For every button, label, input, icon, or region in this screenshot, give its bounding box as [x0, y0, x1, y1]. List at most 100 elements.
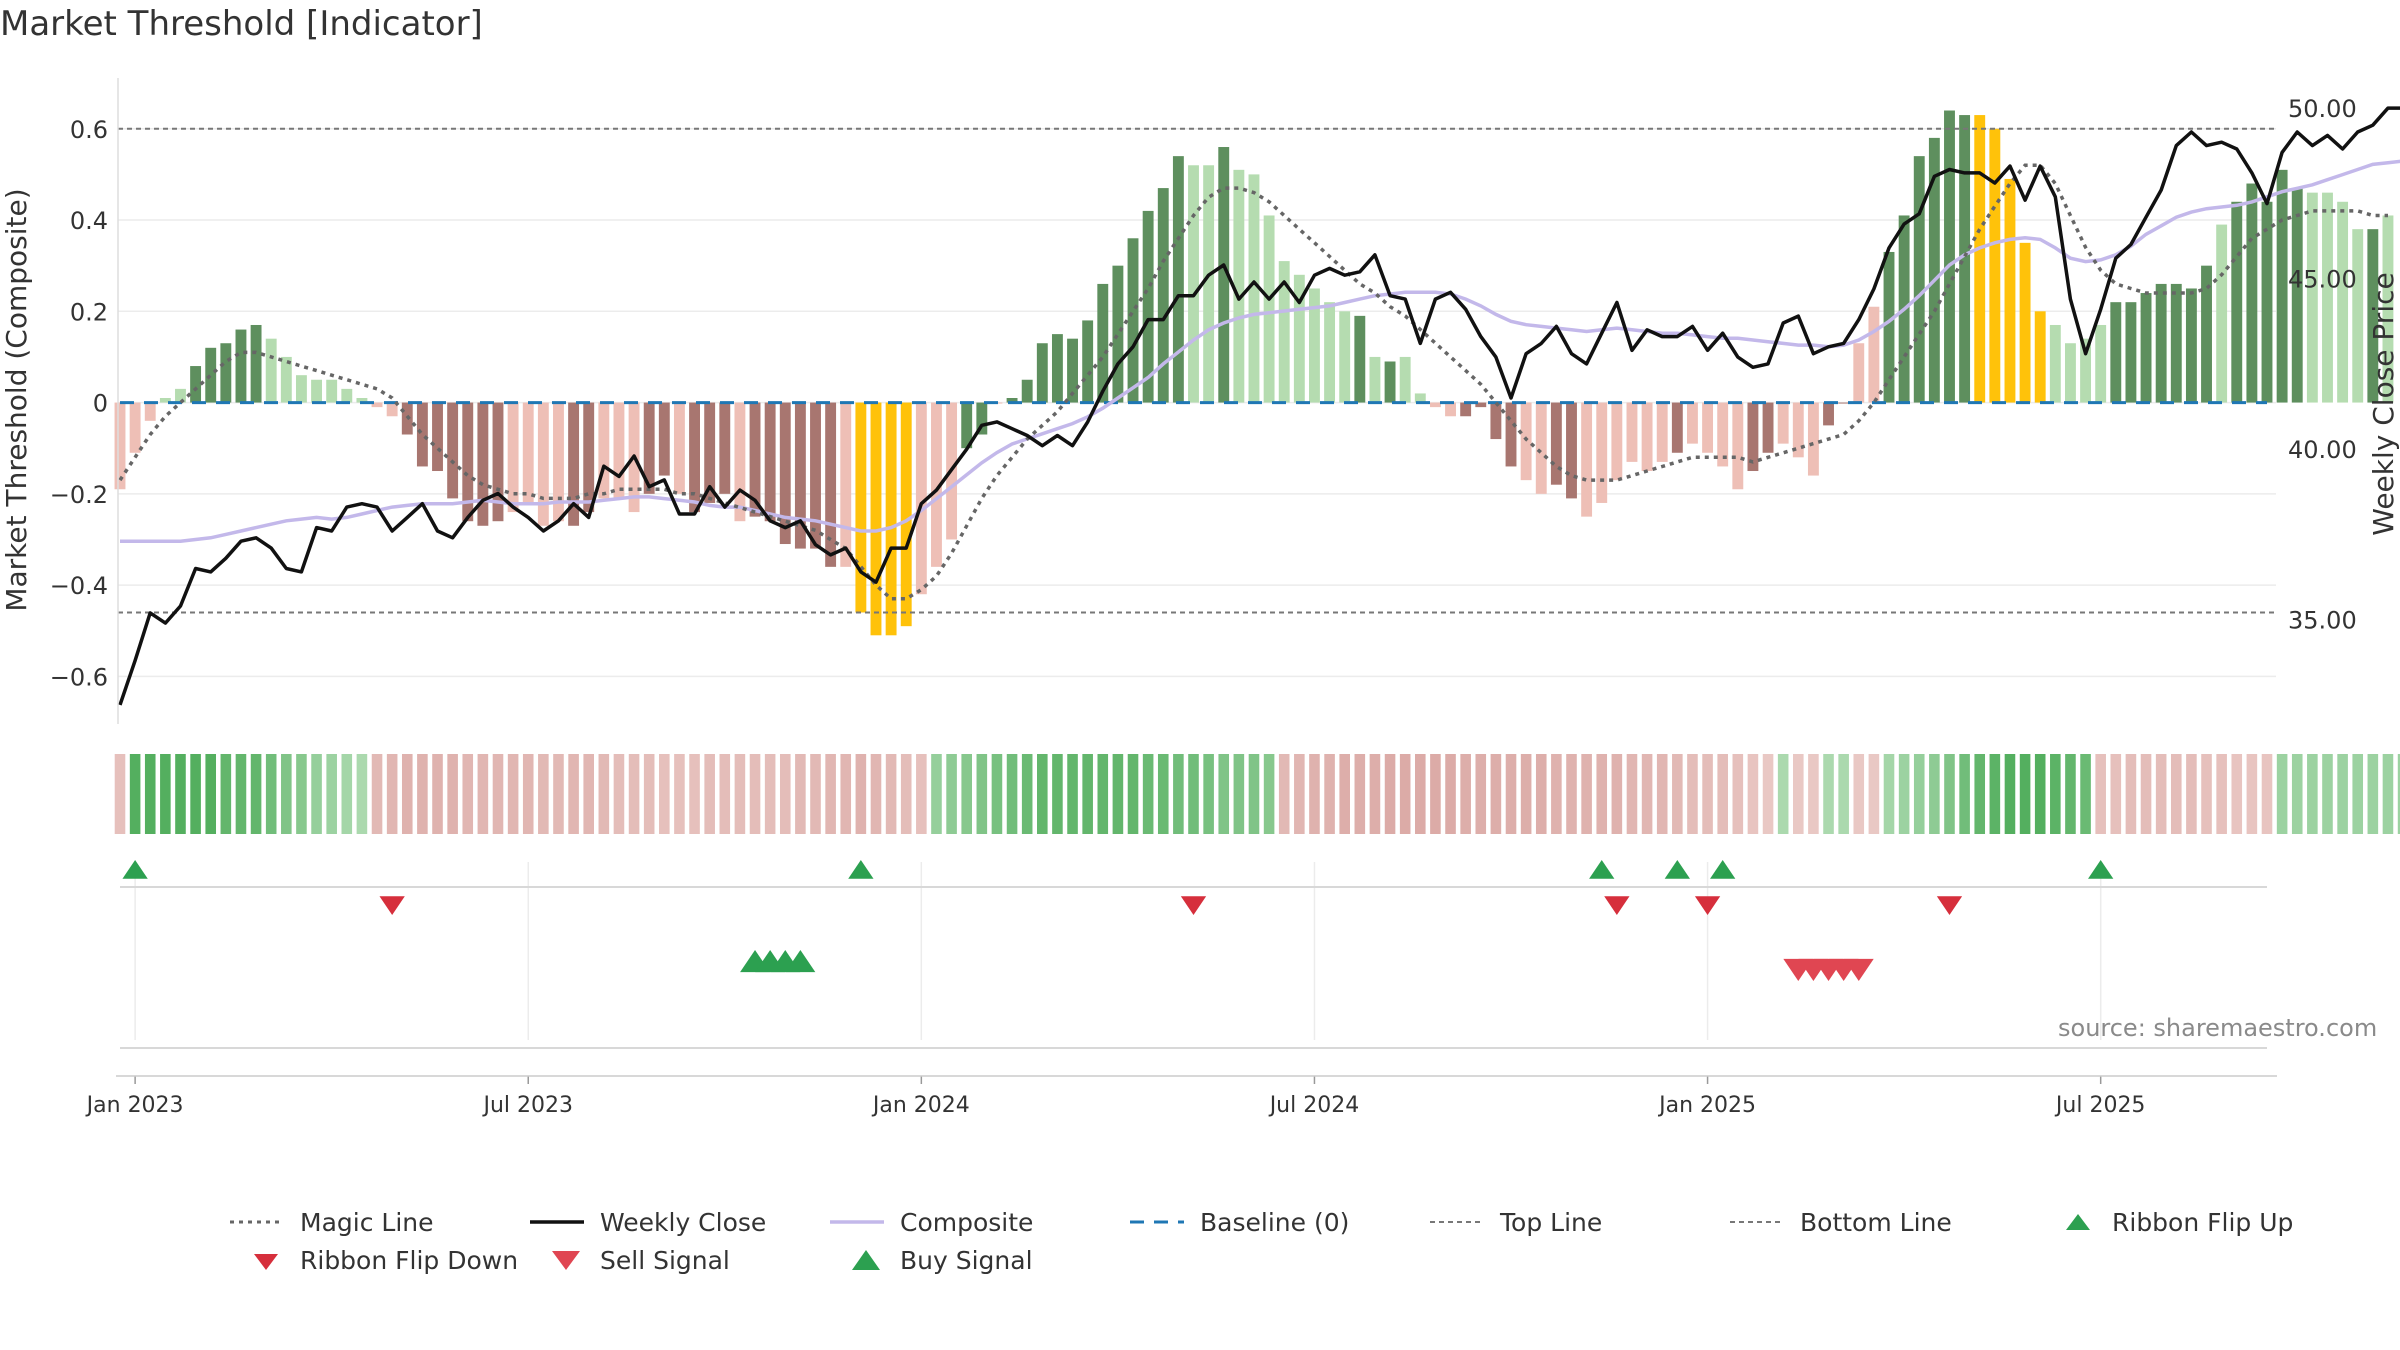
- legend-label: Magic Line: [300, 1207, 434, 1237]
- ribbon-cell: [1762, 754, 1774, 834]
- ribbon-cell: [885, 754, 897, 834]
- composite-bar: [1550, 402, 1562, 485]
- composite-bar: [1596, 402, 1608, 503]
- left-tick-label: 0.4: [70, 207, 108, 235]
- ribbon-cell: [522, 754, 534, 834]
- composite-bar: [673, 402, 685, 494]
- composite-bar: [2110, 302, 2122, 403]
- ribbon-cell: [1656, 754, 1668, 834]
- composite-bar: [1807, 402, 1819, 476]
- right-tick-label: 40.00: [2288, 436, 2357, 464]
- ribbon-cell: [2095, 754, 2106, 834]
- composite-bar: [2216, 224, 2228, 403]
- ribbon-cell: [1309, 754, 1320, 834]
- ribbon-cell: [492, 754, 504, 834]
- composite-bar: [235, 329, 247, 403]
- x-tick-label: Jul 2024: [1268, 1093, 1360, 1118]
- ribbon-cell: [1112, 754, 1124, 834]
- ribbon-cell: [795, 754, 806, 834]
- composite-bar: [1188, 165, 1199, 403]
- ribbon-cell: [1097, 754, 1109, 834]
- ribbon-cell: [190, 754, 201, 834]
- ribbon-cell: [674, 754, 685, 834]
- ribbon-cell: [991, 754, 1003, 834]
- ribbon-flip-up-marker: [2088, 860, 2114, 879]
- composite-bar: [1399, 356, 1411, 403]
- legend: Magic Line Weekly Close Composite Baseli…: [228, 1205, 2328, 1285]
- composite-bar: [2019, 242, 2031, 403]
- composite-bar: [2155, 283, 2167, 403]
- ribbon-cell: [235, 754, 247, 834]
- ribbon-cell: [2065, 754, 2076, 834]
- composite-bar: [1656, 402, 1668, 462]
- ribbon-cell: [1898, 754, 1910, 834]
- composite-bar: [1006, 398, 1018, 403]
- triangle-down-icon: [552, 1251, 580, 1270]
- composite-bar: [1626, 402, 1638, 462]
- ribbon-cell: [1747, 754, 1759, 834]
- ribbon-cell: [356, 754, 368, 834]
- ribbon-cell: [2201, 754, 2212, 834]
- triangle-up-icon: [2066, 1214, 2090, 1230]
- ribbon-cell: [1324, 754, 1335, 834]
- composite-bar: [1142, 210, 1154, 403]
- ribbon-cell: [296, 754, 307, 834]
- ribbon-cell: [1596, 754, 1608, 834]
- composite-bar: [2306, 192, 2318, 403]
- ribbon-cell: [432, 754, 443, 834]
- composite-bar: [1989, 128, 2001, 403]
- ribbon-cell: [1369, 754, 1381, 834]
- ribbon-cell: [1233, 754, 1245, 834]
- legend-label: Ribbon Flip Down: [300, 1245, 519, 1275]
- triangle-down-icon: [254, 1254, 278, 1270]
- composite-bar: [1823, 402, 1834, 426]
- composite-bar: [2352, 229, 2364, 403]
- ribbon-flip-up-marker: [1589, 860, 1615, 879]
- composite-bar: [2125, 302, 2137, 403]
- legend-solid-line-icon: [530, 1220, 584, 1224]
- composite-bar: [1414, 393, 1426, 403]
- ribbon-flip-down-marker: [1936, 896, 1963, 915]
- legend-item-baseline: Baseline (0): [1128, 1205, 1349, 1239]
- ribbon-cell: [2170, 754, 2182, 834]
- composite-bar: [2049, 324, 2061, 403]
- ribbon-cell: [1551, 754, 1562, 834]
- ribbon-cell: [1520, 754, 1532, 834]
- composite-bar: [553, 402, 564, 522]
- chart-title: Market Threshold [Indicator]: [0, 4, 483, 44]
- ribbon-cell: [1142, 754, 1154, 834]
- composite-bar: [1671, 402, 1683, 453]
- ribbon-cell: [1672, 754, 1683, 834]
- ribbon-cell: [2019, 754, 2031, 834]
- composite-bar: [2291, 188, 2303, 403]
- ribbon-cell: [1339, 754, 1350, 834]
- composite-bar: [1324, 302, 1336, 403]
- ribbon-cell: [2125, 754, 2137, 834]
- ribbon-cell: [1037, 754, 1048, 834]
- ribbon-cell: [931, 754, 942, 834]
- ribbon-cell: [160, 754, 171, 834]
- legend-dotted-line-icon: [230, 1220, 284, 1224]
- ribbon-cell: [976, 754, 988, 834]
- ribbon-cell: [477, 754, 489, 834]
- ribbon-cell: [401, 754, 413, 834]
- ribbon-cell: [2050, 754, 2061, 834]
- ribbon-strip: [114, 754, 2400, 834]
- ribbon-cell: [2231, 754, 2243, 834]
- ribbon-cell: [1535, 754, 1547, 834]
- composite-bar: [1082, 320, 1094, 403]
- ribbon-cell: [1490, 754, 1502, 834]
- ribbon-cell: [1157, 754, 1169, 834]
- ribbon-cell: [1052, 754, 1063, 834]
- composite-bar: [265, 338, 277, 403]
- composite-bar: [2004, 178, 2016, 403]
- ribbon-cell: [1838, 754, 1849, 834]
- ribbon-cell: [2110, 754, 2122, 834]
- legend-label: Composite: [900, 1207, 1034, 1237]
- left-tick-label: −0.4: [50, 572, 108, 600]
- composite-bar: [2276, 169, 2288, 403]
- ribbon-cell: [810, 754, 821, 834]
- composite-bar: [2034, 311, 2046, 403]
- ribbon-cell: [2322, 754, 2333, 834]
- composite-bar: [341, 388, 353, 403]
